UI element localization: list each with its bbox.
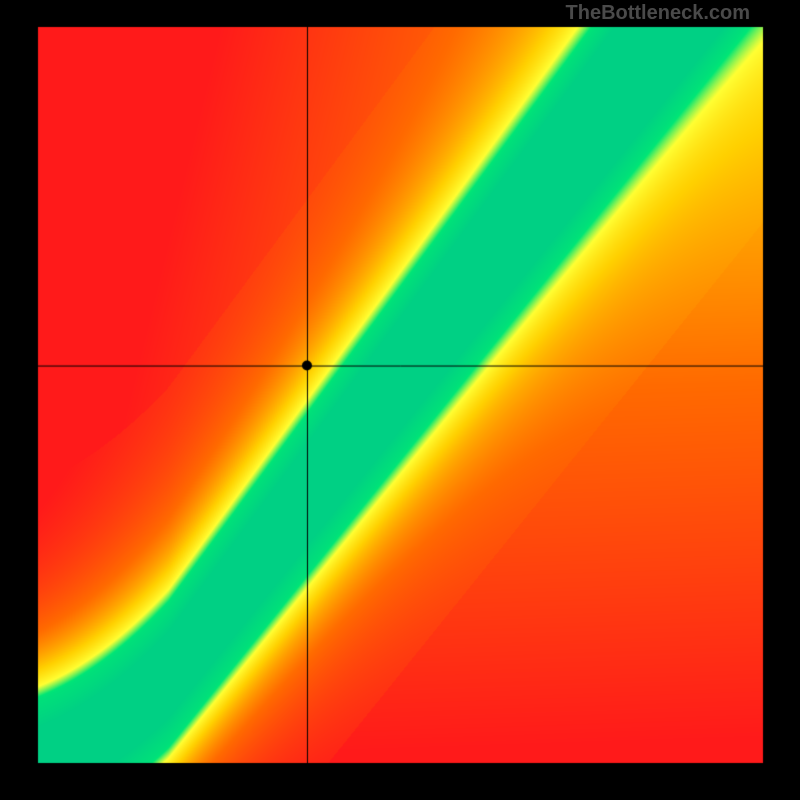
watermark-text: TheBottleneck.com: [566, 2, 750, 25]
chart-container: TheBottleneck.com: [0, 0, 800, 800]
bottleneck-heatmap: [0, 0, 800, 800]
